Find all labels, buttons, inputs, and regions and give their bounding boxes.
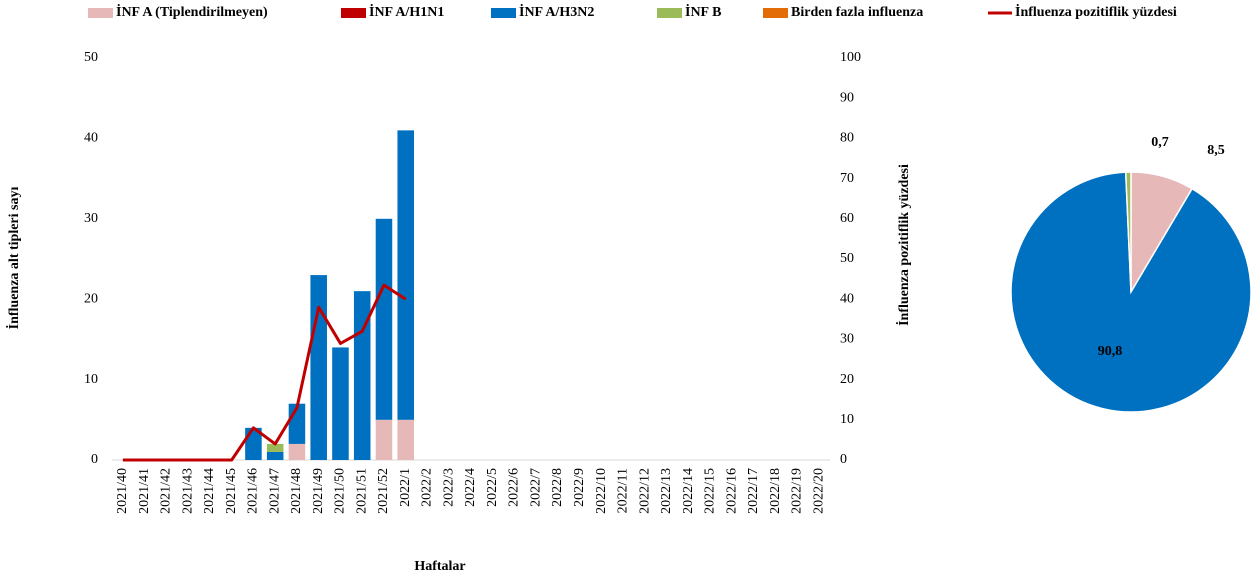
x-axis-title: Haftalar [414, 559, 465, 574]
legend-swatch [657, 8, 682, 18]
x-tick-label: 2021/47 [267, 468, 282, 514]
pie-label: 8,5 [1207, 143, 1225, 158]
x-tick-label: 2022/14 [681, 468, 696, 514]
y-axis-title: İnfluenza alt tipleri sayı [5, 187, 22, 330]
y2-tick-label: 60 [840, 211, 854, 226]
bar [375, 419, 393, 460]
y-tick-label: 10 [84, 372, 98, 387]
pie-slice [1124, 171, 1132, 293]
y-tick-label: 0 [91, 452, 98, 467]
pie-label: 90,8 [1098, 344, 1123, 359]
y2-tick-label: 50 [840, 251, 854, 266]
y2-tick-label: 40 [840, 291, 854, 306]
x-tick-label: 2022/16 [724, 468, 739, 514]
x-tick-label: 2022/2 [420, 468, 435, 507]
legend-label: İNF B [685, 3, 721, 20]
legend-swatch [341, 8, 366, 18]
x-tick-label: 2021/45 [224, 468, 239, 514]
x-tick-label: 2022/5 [485, 468, 500, 507]
x-tick-label: 2021/51 [354, 468, 369, 514]
x-tick-label: 2022/20 [811, 468, 826, 514]
x-tick-label: 2021/48 [289, 468, 304, 514]
y2-tick-label: 20 [840, 372, 854, 387]
x-tick-label: 2022/7 [528, 468, 543, 507]
y-tick-label: 50 [84, 50, 98, 65]
x-tick-label: 2021/42 [159, 468, 174, 514]
line [122, 283, 407, 462]
y2-tick-label: 0 [840, 452, 847, 467]
y2-tick-label: 70 [840, 171, 854, 186]
bar [288, 443, 306, 460]
legend-swatch [763, 8, 788, 18]
x-tick-label: 2022/17 [746, 468, 761, 514]
x-tick-label: 2022/6 [507, 468, 522, 507]
y2-tick-label: 30 [840, 332, 854, 347]
x-tick-label: 2022/12 [637, 468, 652, 514]
bar [332, 347, 349, 460]
x-tick-label: 2022/3 [441, 468, 456, 507]
y-tick-label: 40 [84, 131, 98, 146]
legend-swatch [88, 8, 113, 18]
x-tick-label: 2021/52 [376, 468, 391, 514]
x-tick-label: 2021/40 [115, 468, 130, 514]
pie-label: 0,7 [1151, 135, 1169, 150]
x-tick-label: 2021/50 [333, 468, 348, 514]
bar [266, 451, 284, 460]
x-tick-label: 2021/43 [180, 468, 195, 514]
legend-label: İNF A/H3N2 [519, 3, 594, 20]
x-tick-label: 2022/18 [768, 468, 783, 514]
y2-axis-title: İnfluenza pozitiflik yüzdesi [895, 164, 912, 326]
legend-swatch [491, 8, 516, 18]
x-tick-label: 2022/9 [572, 468, 587, 507]
x-tick-label: 2022/4 [463, 468, 478, 507]
legend-label: İnfluenza pozitiflik yüzdesi [1015, 3, 1177, 20]
x-tick-label: 2021/49 [311, 468, 326, 514]
legend-label: İNF A (Tiplendirilmeyen) [116, 3, 268, 20]
legend-label: İNF A/H1N1 [369, 3, 444, 20]
y2-tick-label: 100 [840, 50, 861, 65]
y-tick-label: 30 [84, 211, 98, 226]
bar [397, 419, 414, 460]
x-tick-label: 2022/15 [703, 468, 718, 514]
bar [310, 275, 327, 460]
y2-tick-label: 80 [840, 131, 854, 146]
y-tick-label: 20 [84, 291, 98, 306]
bar [397, 130, 414, 420]
x-tick-label: 2022/1 [398, 468, 413, 507]
y2-tick-label: 10 [840, 412, 854, 427]
legend-label: Birden fazla influenza [791, 5, 923, 20]
y2-tick-label: 90 [840, 90, 854, 105]
x-tick-label: 2021/44 [202, 468, 217, 514]
bar [375, 218, 393, 420]
x-tick-label: 2021/46 [246, 468, 261, 514]
x-tick-label: 2021/41 [137, 468, 152, 514]
x-tick-label: 2022/11 [616, 468, 631, 513]
x-tick-label: 2022/10 [594, 468, 609, 514]
x-tick-label: 2022/8 [550, 468, 565, 507]
x-tick-label: 2022/19 [790, 468, 805, 514]
pie-slice [1010, 171, 1252, 413]
x-tick-label: 2022/13 [659, 468, 674, 514]
bar [266, 443, 284, 452]
